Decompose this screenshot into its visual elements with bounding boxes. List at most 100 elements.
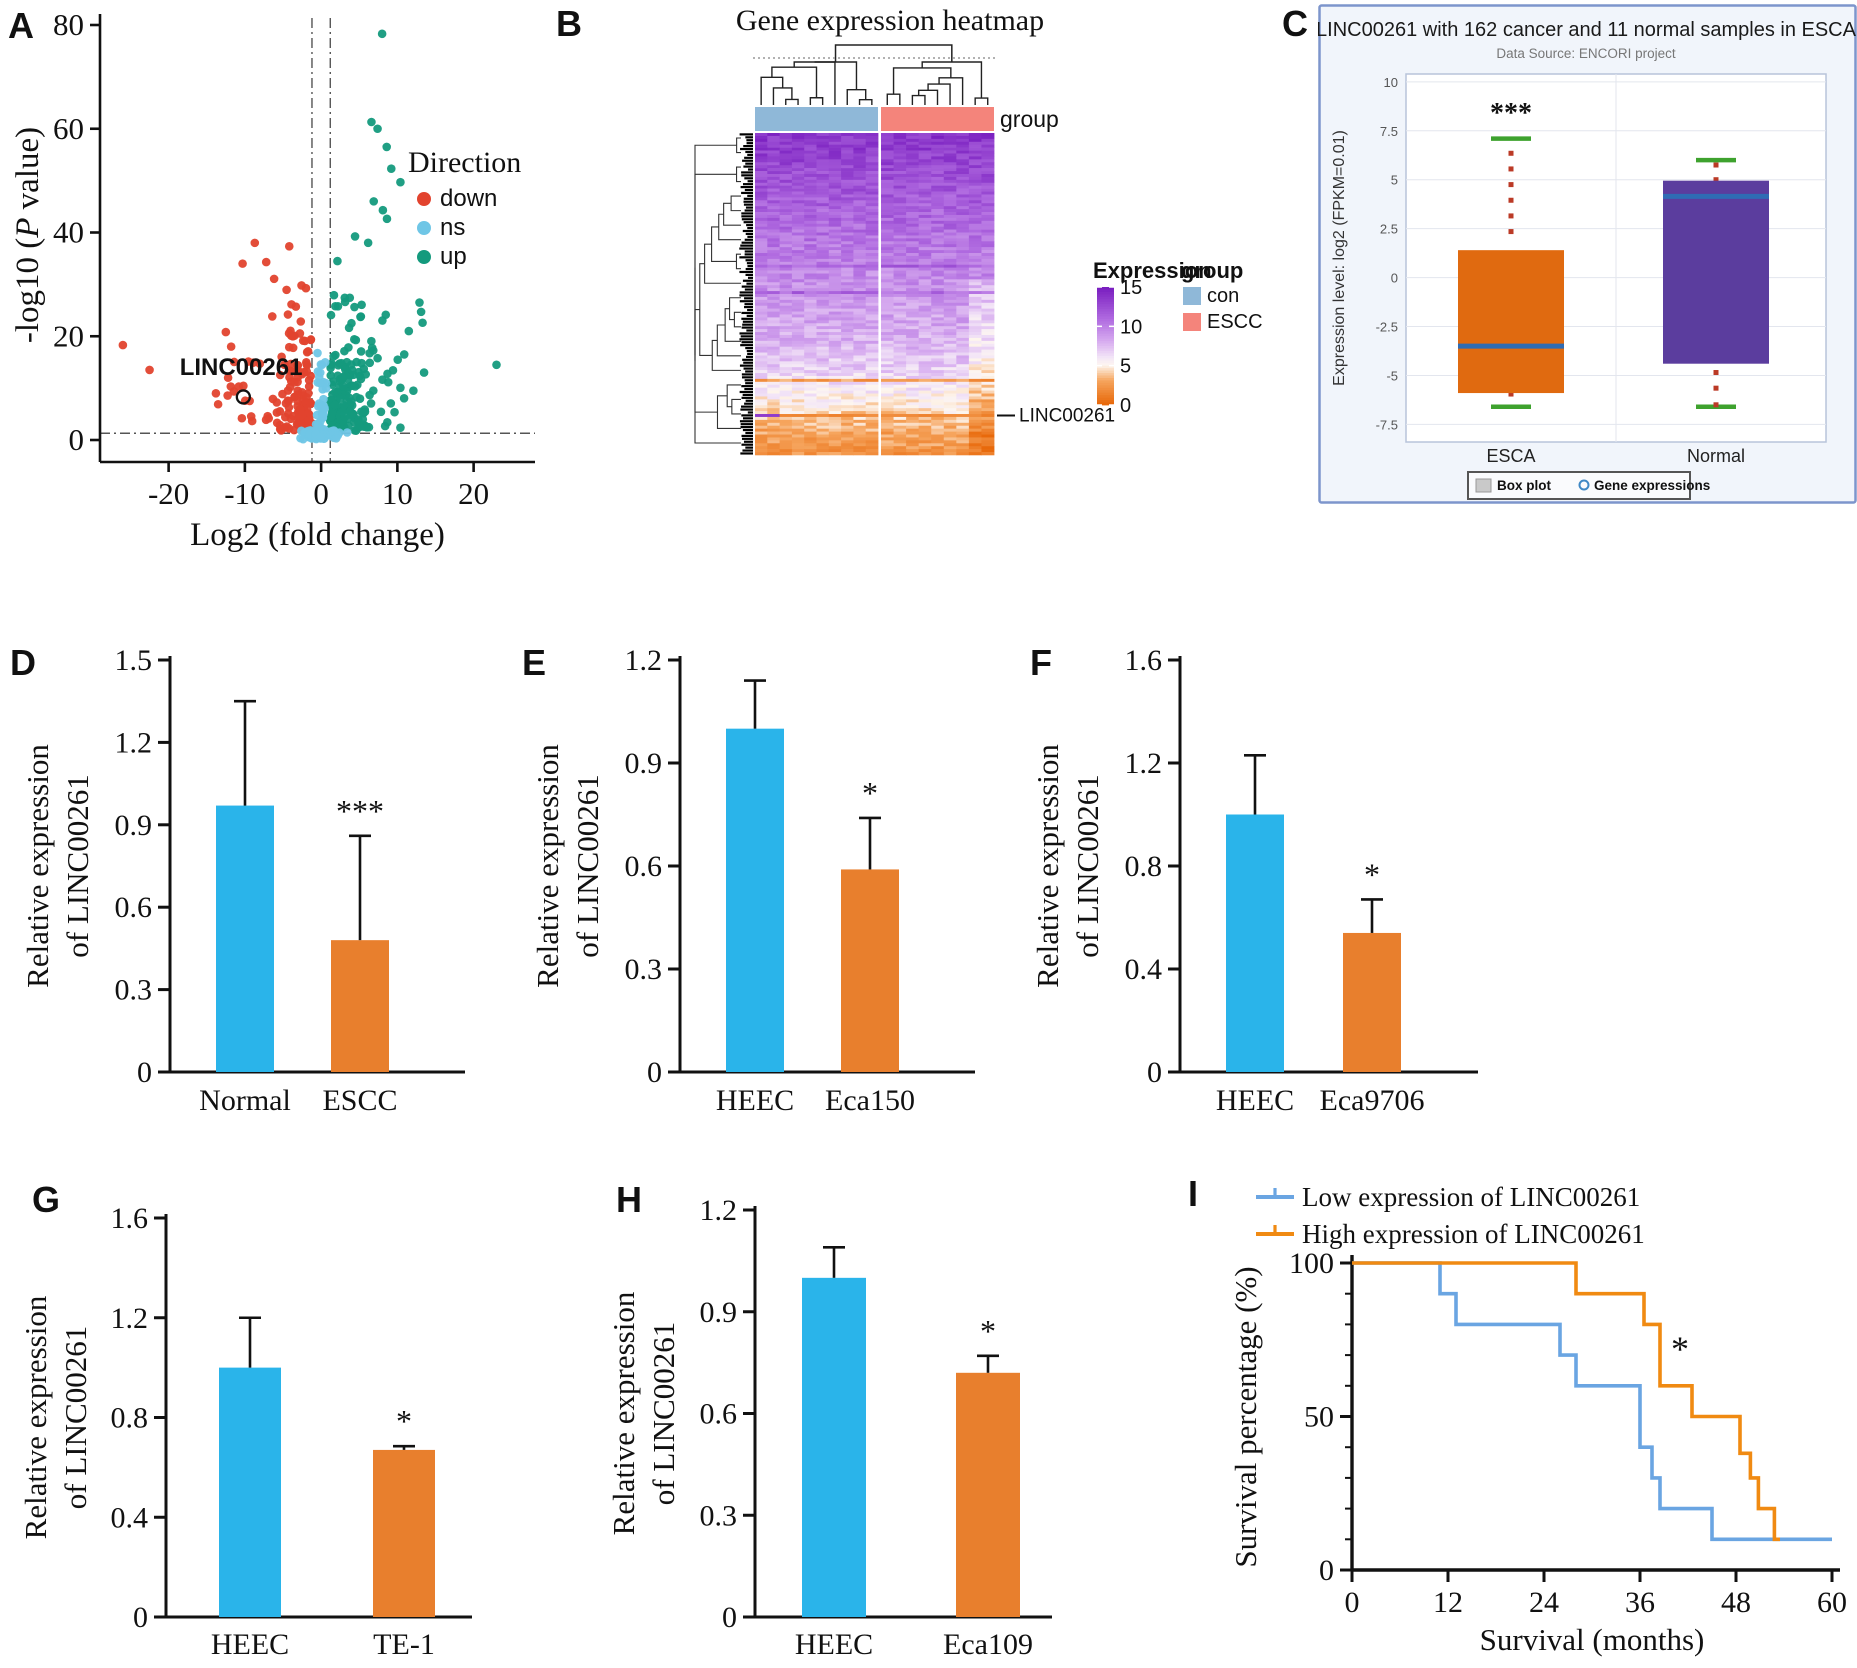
heatmap-cell [804, 203, 817, 207]
significance-marker: *** [336, 793, 384, 829]
heatmap-cell [943, 267, 957, 271]
point-up [357, 300, 366, 310]
heatmap-cell [906, 171, 920, 175]
heatmap-cell [881, 384, 894, 388]
heatmap-cell [943, 393, 957, 397]
point-up [382, 142, 392, 152]
heatmap-cell [767, 446, 780, 450]
heatmap-cell [755, 133, 768, 137]
heatmap-cell [981, 150, 995, 154]
colorbar-strip [1097, 321, 1114, 325]
heatmap-cell [791, 138, 805, 143]
heatmap-cell [981, 384, 995, 388]
bar-HEEC [726, 728, 784, 1072]
heatmap-cell [981, 314, 995, 318]
bar-Eca150 [841, 869, 899, 1072]
heatmap-cell [755, 176, 768, 181]
heatmap-cell [931, 334, 945, 339]
heatmap-cell [943, 431, 957, 435]
point-up [373, 124, 382, 134]
heatmap-cell [767, 337, 780, 342]
heatmap-cell [881, 238, 894, 242]
heatmap-cell [828, 197, 842, 201]
heatmap-cell [791, 150, 805, 154]
heatmap-cell [918, 387, 932, 391]
heatmap-cell [981, 311, 995, 315]
heatmap-cell [918, 159, 932, 163]
point-up [344, 343, 353, 352]
heatmap-cell [779, 171, 793, 175]
heatmap-cell [918, 320, 932, 324]
heatmap-cell [981, 446, 995, 450]
heatmap-cell [853, 276, 867, 280]
gene-name-text-blur [741, 385, 753, 388]
heatmap-cell [931, 332, 945, 336]
whisker-dot [1508, 197, 1514, 203]
heatmap-cell [931, 182, 945, 186]
heatmap-cell [968, 449, 982, 453]
heatmap-cell [779, 288, 793, 292]
heatmap-cell [816, 396, 830, 400]
heatmap-cell [841, 343, 854, 347]
heatmap-cell [755, 437, 768, 441]
heatmap-cell [841, 337, 854, 342]
heatmap-cell [931, 171, 945, 175]
heatmap-cell [906, 346, 920, 350]
heatmap-cell [956, 387, 970, 391]
heatmap-cell [853, 282, 867, 286]
heatmap-cell [816, 428, 830, 432]
y-axis-title-line1: Relative expression [530, 744, 565, 988]
point-down [229, 357, 239, 367]
heatmap-cell [968, 355, 982, 359]
heatmap-cell [767, 323, 780, 327]
gene-name-text-blur [741, 414, 753, 417]
heatmap-cell [981, 133, 995, 137]
heatmap-cell [956, 381, 970, 386]
heatmap-cell [828, 431, 842, 435]
gene-name-text-blur [744, 238, 753, 241]
bar-category-label: HEEC [1216, 1084, 1294, 1117]
heatmap-cell [828, 358, 842, 362]
heatmap-cell [804, 162, 817, 166]
heatmap-cell [841, 214, 854, 219]
heatmap-cell [755, 302, 768, 307]
heatmap-cell [956, 285, 970, 289]
heatmap-cell [767, 449, 780, 453]
heatmap-cell [755, 361, 768, 365]
heatmap-cell [767, 294, 780, 298]
heatmap-cell [791, 200, 805, 204]
heatmap-cell [881, 305, 894, 309]
heatmap-cell [918, 214, 932, 219]
heatmap-cell [931, 440, 945, 444]
heatmap-cell [853, 419, 867, 424]
panel-label-b: B [556, 3, 582, 44]
heatmap-cell [881, 349, 894, 353]
survival-curve-high [1352, 1261, 1780, 1542]
heatmap-cell [804, 396, 817, 400]
heatmap-cell [804, 179, 817, 184]
heatmap-cell [981, 188, 995, 192]
point-up [378, 316, 387, 325]
point-down [297, 369, 307, 379]
point-up [376, 407, 386, 417]
heatmap-cell [804, 135, 817, 140]
heatmap-cell [906, 431, 920, 435]
point-down [277, 352, 286, 362]
heatmap-cell [906, 375, 920, 380]
heatmap-cell [893, 162, 907, 166]
heatmap-cell [981, 288, 995, 292]
point-up [415, 298, 424, 307]
heatmap-cell [841, 408, 854, 412]
y-tick-label: 0.4 [111, 1501, 149, 1534]
point-up [377, 29, 387, 39]
heatmap-cell [853, 267, 867, 271]
heatmap-cell [791, 279, 805, 283]
heatmap-cell [906, 358, 920, 362]
heatmap-cell [853, 449, 867, 453]
heatmap-cell [931, 329, 945, 333]
heatmap-cell [841, 440, 854, 444]
heatmap-cell [841, 153, 854, 157]
heatmap-cell [755, 296, 768, 301]
heatmap-cell [956, 264, 970, 268]
heatmap-cell [906, 135, 920, 140]
